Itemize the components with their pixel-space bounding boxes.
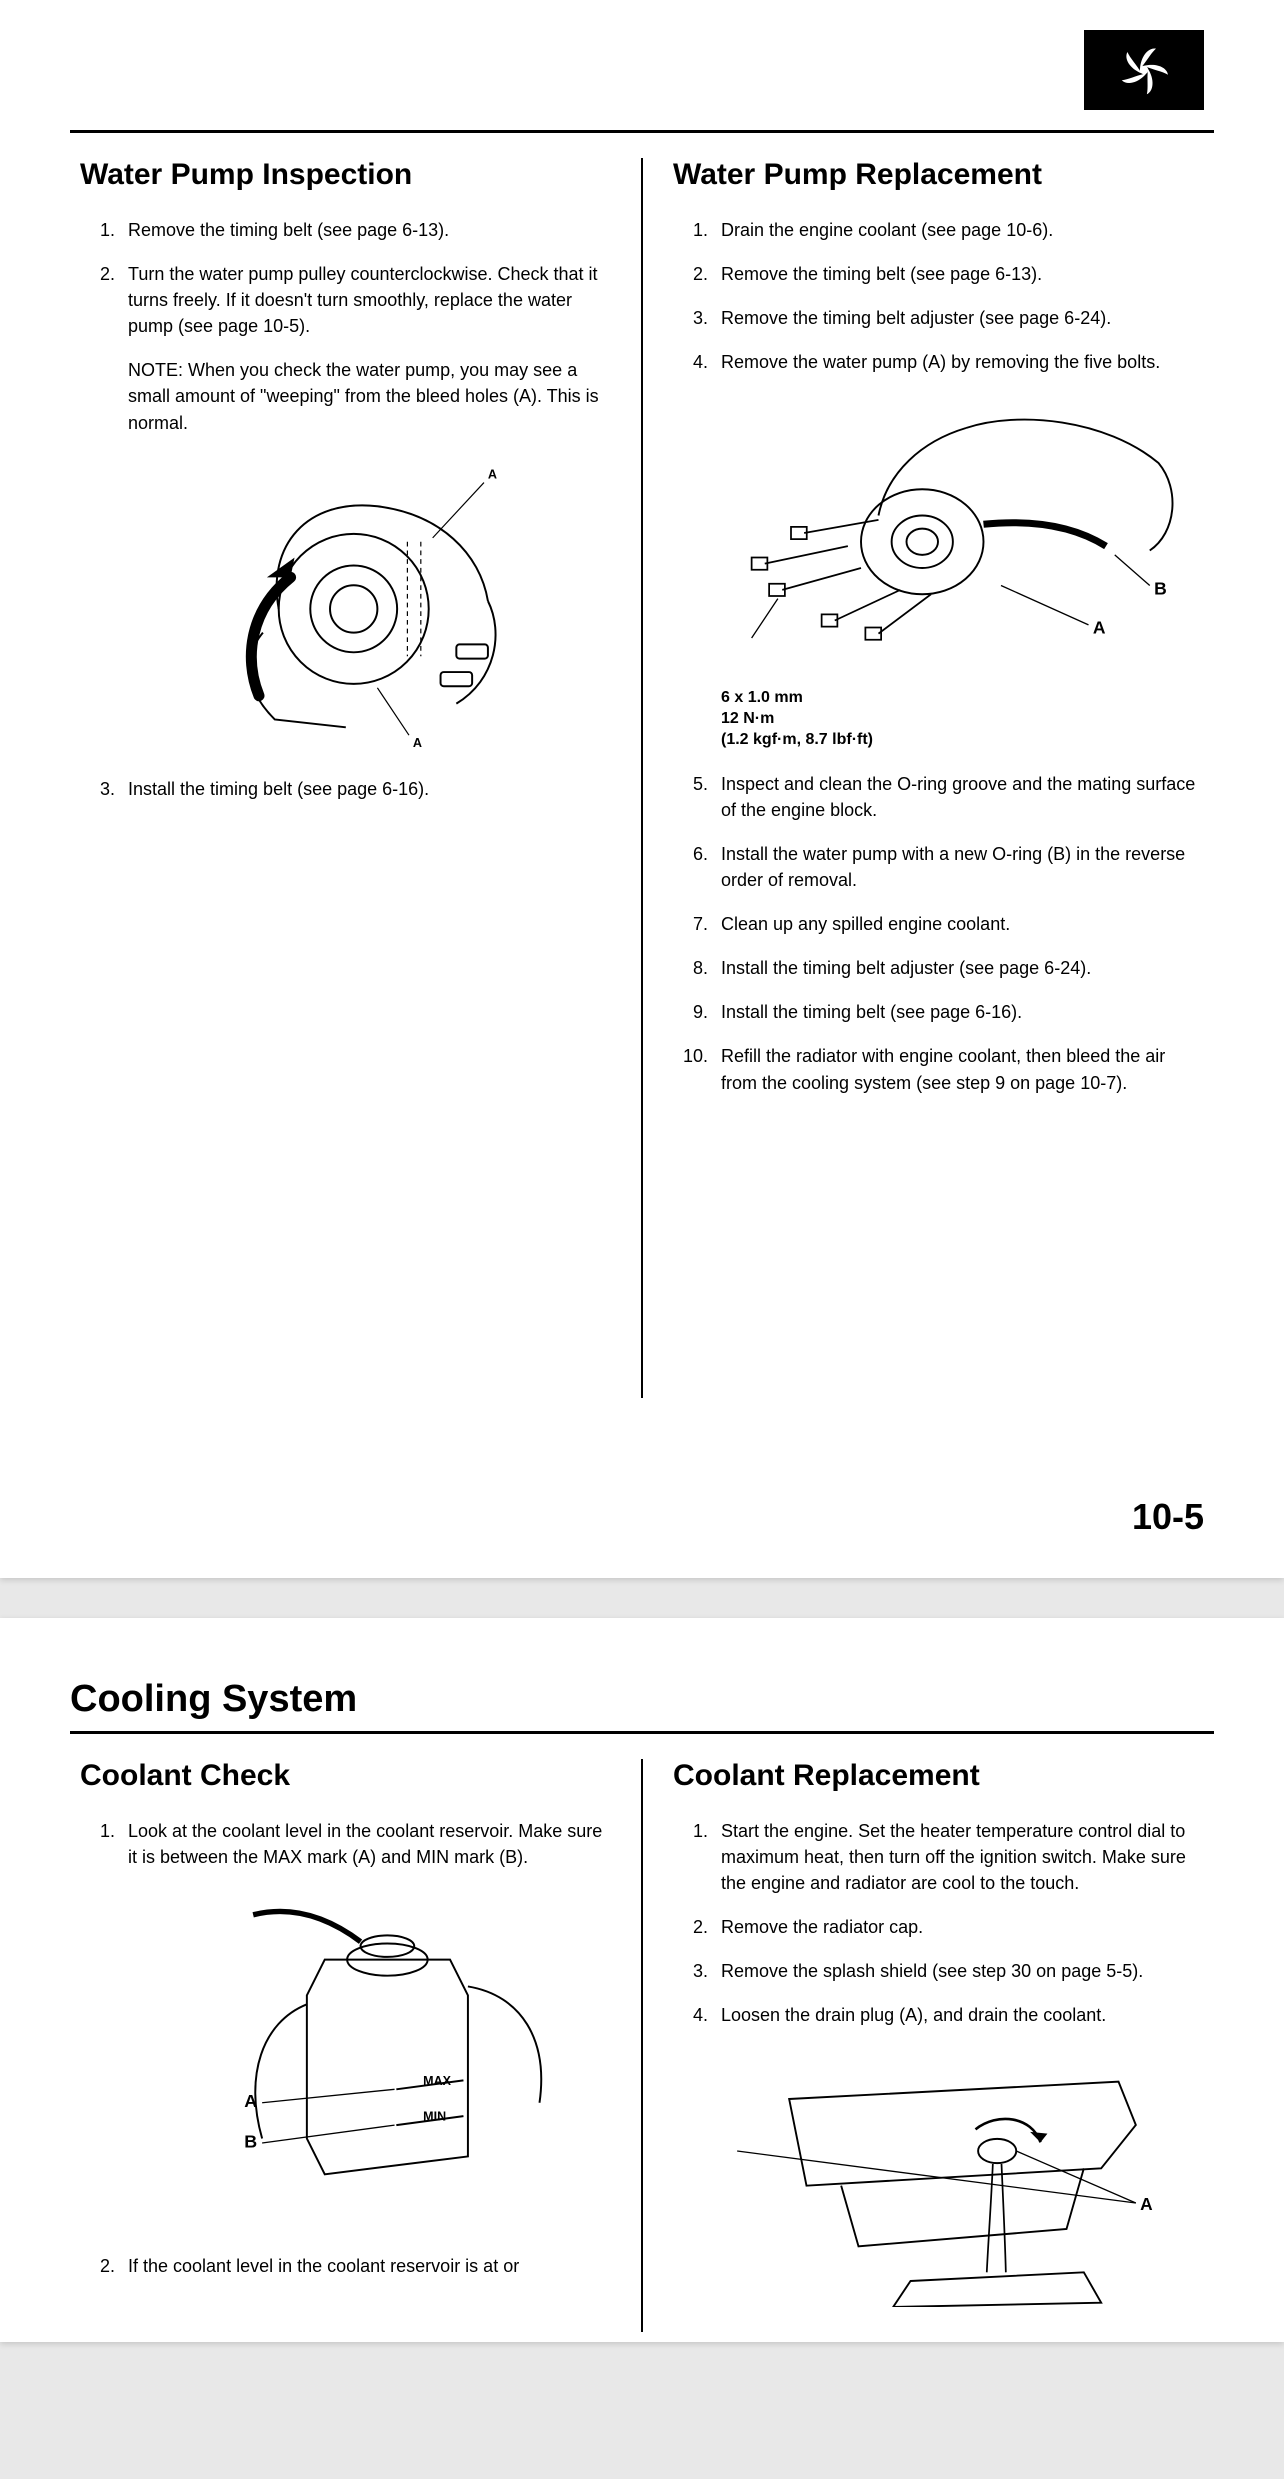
torque-line: 6 x 1.0 mm — [721, 688, 1204, 709]
chapter-rule — [70, 1731, 1214, 1734]
step-item: Remove the timing belt adjuster (see pag… — [713, 305, 1204, 331]
check-steps: Look at the coolant level in the coolant… — [80, 1818, 611, 1870]
section-heading-replacement: Water Pump Replacement — [673, 158, 1204, 192]
step-item: Remove the timing belt (see page 6-13). — [713, 261, 1204, 287]
manual-page-1: Water Pump Inspection Remove the timing … — [0, 0, 1284, 1578]
step-item: Clean up any spilled engine coolant. — [713, 911, 1204, 937]
callout-b: B — [244, 2132, 257, 2152]
max-label: MAX — [423, 2074, 451, 2088]
step-item: Refill the radiator with engine coolant,… — [713, 1043, 1204, 1095]
figure-drain-plug: A — [721, 2047, 1204, 2307]
torque-line: (1.2 kgf·m, 8.7 lbf·ft) — [721, 730, 1204, 751]
step-item: Start the engine. Set the heater tempera… — [713, 1818, 1204, 1896]
step-item: Install the timing belt (see page 6-16). — [120, 776, 611, 802]
check-steps-cont: If the coolant level in the coolant rese… — [80, 2253, 611, 2279]
callout-a: A — [488, 467, 497, 481]
section-heading-check: Coolant Check — [80, 1759, 611, 1793]
section-heading-inspection: Water Pump Inspection — [80, 158, 611, 192]
section-heading-replace: Coolant Replacement — [673, 1759, 1204, 1793]
page-number: 10-5 — [1132, 1496, 1204, 1538]
callout-a: A — [244, 2091, 257, 2111]
replace-steps: Start the engine. Set the heater tempera… — [673, 1818, 1204, 2029]
step-item: Install the timing belt (see page 6-16). — [713, 999, 1204, 1025]
chapter-heading: Cooling System — [70, 1678, 1214, 1721]
step-item: Look at the coolant level in the coolant… — [120, 1818, 611, 1870]
callout-a: A — [1140, 2193, 1153, 2213]
replacement-steps: Drain the engine coolant (see page 10-6)… — [673, 217, 1204, 375]
inspection-steps: Remove the timing belt (see page 6-13). … — [80, 217, 611, 339]
torque-spec: 6 x 1.0 mm 12 N·m (1.2 kgf·m, 8.7 lbf·ft… — [721, 688, 1204, 750]
callout-b: B — [1154, 579, 1167, 599]
replacement-steps-cont: Inspect and clean the O-ring groove and … — [673, 771, 1204, 1096]
section-icon-box — [1084, 30, 1204, 110]
step-item: Loosen the drain plug (A), and drain the… — [713, 2002, 1204, 2028]
fan-icon — [1114, 40, 1174, 100]
manual-page-2: Cooling System Coolant Check Look at the… — [0, 1618, 1284, 2342]
step-item: Install the water pump with a new O-ring… — [713, 841, 1204, 893]
figure-coolant-reservoir: MAX MIN A B — [128, 1888, 611, 2228]
note-text: NOTE: When you check the water pump, you… — [128, 357, 611, 435]
step-item: Remove the water pump (A) by removing th… — [713, 349, 1204, 375]
figure-pump-inspection: A A — [128, 451, 611, 751]
right-column: Coolant Replacement Start the engine. Se… — [643, 1759, 1214, 2332]
min-label: MIN — [423, 2110, 446, 2124]
step-item: Install the timing belt adjuster (see pa… — [713, 955, 1204, 981]
right-column: Water Pump Replacement Drain the engine … — [643, 158, 1214, 1398]
step-item: Remove the splash shield (see step 30 on… — [713, 1958, 1204, 1984]
figure-pump-replacement: A B — [693, 393, 1204, 673]
two-column-layout: Water Pump Inspection Remove the timing … — [70, 158, 1214, 1398]
step-item: Remove the timing belt (see page 6-13). — [120, 217, 611, 243]
top-rule — [70, 130, 1214, 133]
step-text: Turn the water pump pulley counterclockw… — [128, 264, 598, 336]
step-item: If the coolant level in the coolant rese… — [120, 2253, 611, 2279]
callout-a: A — [413, 736, 422, 750]
left-column: Coolant Check Look at the coolant level … — [70, 1759, 641, 2332]
step-item: Drain the engine coolant (see page 10-6)… — [713, 217, 1204, 243]
two-column-layout: Coolant Check Look at the coolant level … — [70, 1759, 1214, 2332]
torque-line: 12 N·m — [721, 709, 1204, 730]
callout-a: A — [1093, 618, 1106, 638]
inspection-steps-cont: Install the timing belt (see page 6-16). — [80, 776, 611, 802]
step-item: Remove the radiator cap. — [713, 1914, 1204, 1940]
step-item: Inspect and clean the O-ring groove and … — [713, 771, 1204, 823]
left-column: Water Pump Inspection Remove the timing … — [70, 158, 641, 1398]
step-item: Turn the water pump pulley counterclockw… — [120, 261, 611, 339]
